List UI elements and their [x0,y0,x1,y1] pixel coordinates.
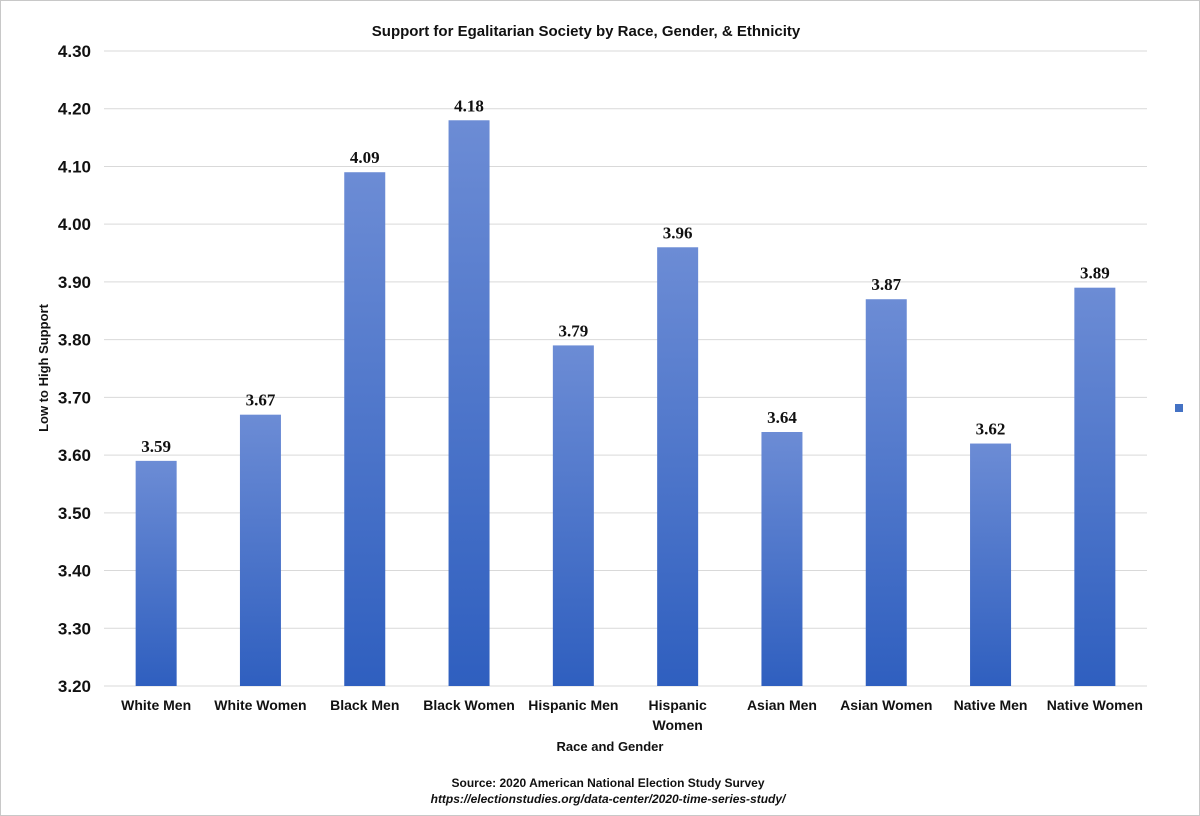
x-tick-label: White Women [214,697,306,713]
y-tick-label: 3.80 [58,331,91,350]
x-tick-label: Black Men [330,697,399,713]
source-line: Source: 2020 American National Election … [452,776,765,790]
x-tick-label: Native Men [954,697,1028,713]
y-tick-label: 4.10 [58,157,91,176]
source-url: https://electionstudies.org/data-center/… [431,792,787,806]
x-axis-label: Race and Gender [557,739,664,754]
data-label: 4.18 [454,96,484,115]
bar [1074,287,1116,686]
y-tick-label: 3.20 [58,677,91,696]
x-tick-label: White Men [121,697,191,713]
x-tick-label: Black Women [423,697,515,713]
y-tick-label: 3.50 [58,504,91,523]
data-label: 3.89 [1080,264,1110,283]
data-label: 3.67 [246,391,276,410]
bar [970,443,1012,686]
x-tick-label: Hispanic [648,697,707,713]
x-tick-label: Asian Men [747,697,817,713]
data-label: 3.79 [558,321,588,340]
bar [865,299,907,686]
y-tick-label: 3.60 [58,446,91,465]
data-label: 3.96 [663,223,693,242]
data-label: 3.87 [871,275,901,294]
y-tick-label: 4.00 [58,215,91,234]
y-axis-label: Low to High Support [36,303,51,431]
bar [239,414,281,686]
y-axis-ticks: 3.20 3.30 3.40 3.50 3.60 3.70 3.80 3.90 4.00 4.10… [58,42,91,696]
y-tick-label: 4.20 [58,100,91,119]
bar [657,247,699,687]
y-tick-label: 3.70 [58,388,91,407]
x-tick-label: Native Women [1047,697,1143,713]
data-label: 3.59 [141,437,171,456]
x-tick-label: Asian Women [840,697,932,713]
y-tick-label: 3.40 [58,562,91,581]
y-tick-label: 3.90 [58,273,91,292]
bar [344,172,386,686]
y-tick-label: 3.30 [58,619,91,638]
bar [761,432,803,686]
x-tick-label: Hispanic Men [528,697,618,713]
data-labels: 3.59 3.67 4.09 4.18 3.79 3.96 3.64 3.87 3.62 3.89 [141,96,1109,456]
bar [135,460,177,686]
data-label: 3.64 [767,408,797,427]
data-label: 3.62 [976,420,1006,439]
chart-title: Support for Egalitarian Society by Race,… [372,23,801,40]
x-axis-ticks: White Men White Women Black Men Black Women… [121,697,1143,733]
x-tick-label: Women [652,717,702,733]
bar [448,120,490,687]
bar [552,345,594,686]
legend-marker [1175,404,1183,412]
data-label: 4.09 [350,148,380,167]
bars [135,120,1116,687]
y-tick-label: 4.30 [58,42,91,61]
